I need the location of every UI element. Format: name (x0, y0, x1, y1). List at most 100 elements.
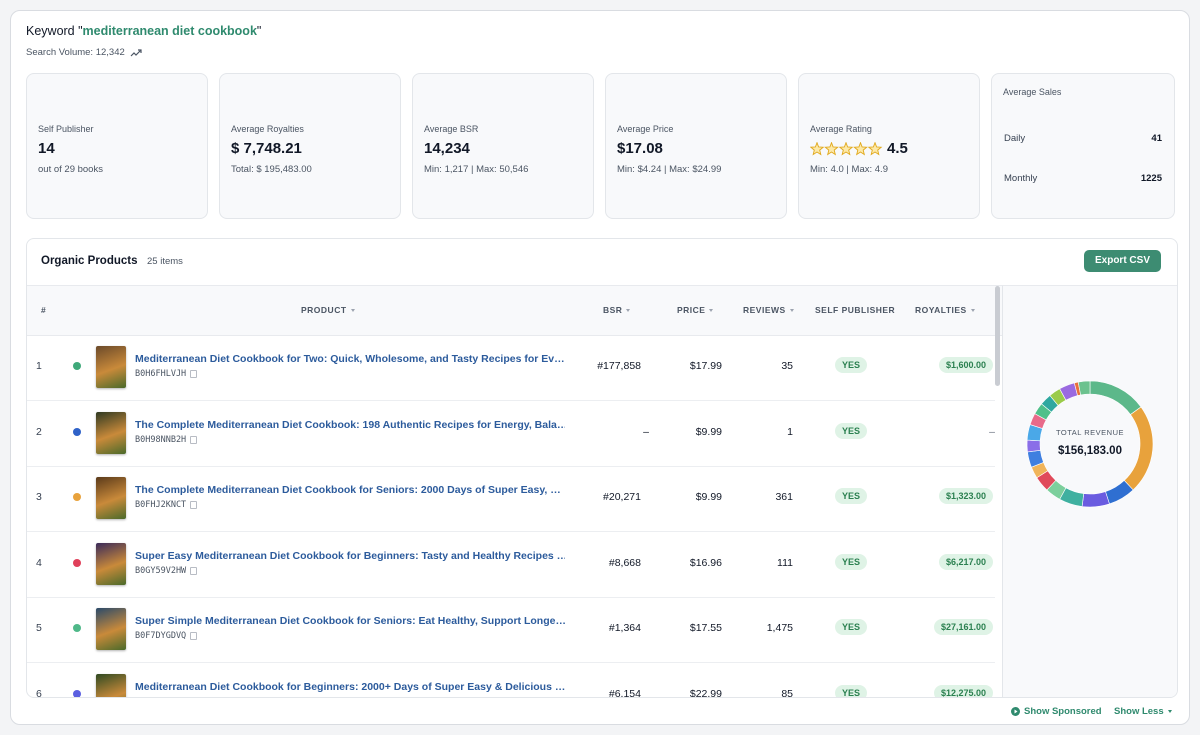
table-row[interactable]: 3 The Complete Mediterranean Diet Cookboo… (27, 466, 995, 532)
product-title[interactable]: Mediterranean Diet Cookbook for Two: Qui… (135, 353, 565, 365)
product-title[interactable]: Mediterranean Diet Cookbook for Beginner… (135, 680, 565, 693)
color-dot (73, 427, 81, 436)
color-dot (73, 558, 81, 567)
table-row[interactable]: 6 Mediterranean Diet Cookbook for Beginne… (27, 663, 995, 699)
export-csv-button[interactable]: Export CSV (1084, 250, 1161, 272)
column-header: SELF PUBLISHER (815, 305, 895, 315)
asin-line: B0F7DYGDVQ (135, 631, 198, 641)
copy-icon[interactable] (190, 435, 198, 444)
column-header[interactable]: REVIEWS (743, 305, 794, 315)
star (810, 141, 825, 156)
stat-value-line: 14 (38, 140, 55, 157)
row-index: 2 (36, 425, 42, 438)
donut-segment[interactable] (1026, 439, 1041, 453)
show-sponsored[interactable]: Show Sponsored (1024, 706, 1102, 717)
asin-line: B0GY59V2HW (135, 565, 198, 576)
star (853, 141, 868, 156)
asin: B0FHJ2KNCT (135, 500, 187, 510)
play-icon (1011, 707, 1020, 716)
stat-value-line: $ 7,748.21 (231, 140, 302, 157)
donut-total: $156,183.00 (1058, 445, 1122, 457)
trend-icon (130, 48, 142, 56)
bsr: #6,154 (608, 687, 641, 698)
row-index: 1 (36, 360, 42, 372)
star (867, 141, 883, 156)
stat-value: $ 7,748.21 (231, 140, 302, 157)
bsr: #20,271 (603, 491, 641, 503)
show-less-link[interactable]: Show Less (1114, 706, 1172, 717)
column-header[interactable]: ROYALTIES (915, 305, 975, 315)
bsr: #177,858 (597, 360, 641, 372)
book-cover (96, 411, 126, 454)
donut-segment[interactable] (1077, 380, 1091, 396)
show-less[interactable]: Show Less (1114, 706, 1164, 717)
show-sponsored-link[interactable]: Show Sponsored (1011, 706, 1102, 717)
product-title[interactable]: Super Easy Mediterranean Diet Cookbook f… (135, 549, 565, 562)
stat-value: $17.08 (617, 140, 663, 157)
reviews: 1 (787, 425, 793, 438)
color-dot (73, 362, 81, 370)
row-index: 5 (36, 622, 42, 634)
asin: B0H6FHLVJH (135, 369, 187, 379)
sales-row-label: Daily (1004, 133, 1026, 144)
self-publisher-badge: YES (835, 488, 868, 504)
table-row[interactable]: 5 Super Simple Mediterranean Diet Cookboo… (27, 597, 995, 663)
asin: B0DYHFQTTC (135, 697, 186, 698)
table-row[interactable]: 2 The Complete Mediterranean Diet Cookboo… (27, 401, 995, 467)
stat-value: 14,234 (424, 140, 470, 157)
stat-value: 4.5 (887, 140, 908, 157)
revenue-sidebar: TOTAL REVENUE $156,183.00 (1002, 285, 1177, 697)
price: $16.96 (689, 556, 722, 569)
asin-line: B0H98NNB2H (135, 434, 198, 445)
copy-icon[interactable] (190, 632, 198, 640)
item-count: 25 items (147, 256, 183, 267)
donut-label: TOTAL REVENUE (1056, 428, 1124, 437)
copy-icon[interactable] (190, 698, 197, 699)
donut-segment[interactable] (1081, 491, 1110, 508)
search-volume-line: Search Volume: 12,342 (26, 47, 142, 58)
asin-line: B0FHJ2KNCT (135, 500, 198, 510)
self-publisher-badge: YES (835, 357, 868, 373)
stat-value-line: $17.08 (617, 140, 663, 157)
asin-line: B0DYHFQTTC (135, 697, 197, 699)
table-row[interactable]: 4 Super Easy Mediterranean Diet Cookbook … (27, 532, 995, 598)
copy-icon[interactable] (190, 370, 198, 378)
row-index: 6 (36, 687, 42, 698)
scrollbar[interactable] (995, 286, 1000, 386)
rating-stars (810, 141, 883, 156)
column-header[interactable]: PRODUCT (301, 305, 355, 315)
reviews: 361 (775, 491, 793, 503)
stat-value-line: 4.5 (810, 140, 908, 157)
donut-segment[interactable] (1123, 406, 1154, 491)
product-title[interactable]: The Complete Mediterranean Diet Cookbook… (135, 418, 565, 431)
product-title[interactable]: Super Simple Mediterranean Diet Cookbook… (135, 615, 565, 627)
reviews: 1,475 (766, 622, 793, 634)
sales-label: Average Sales (1003, 87, 1062, 97)
self-publisher-badge: YES (835, 422, 868, 439)
column-header: # (41, 305, 46, 315)
stat-card: Self Publisher 14 out of 29 books (26, 73, 208, 219)
column-header[interactable]: BSR (603, 305, 631, 315)
color-dot (73, 624, 81, 632)
book-cover (96, 346, 126, 388)
donut-segment[interactable] (1089, 380, 1142, 416)
organic-products: Organic Products 25 items Export CSV # PR… (26, 238, 1178, 698)
asin: B0H98NNB2H (135, 434, 187, 445)
column-header[interactable]: PRICE (677, 305, 714, 315)
keyword-suffix: " (256, 24, 262, 38)
copy-icon[interactable] (190, 501, 198, 509)
book-cover (96, 608, 126, 650)
table-header: # PRODUCT BSR PRICE REVIEWS SELF PUBLISHER ROY… (27, 285, 1002, 336)
price: $9.99 (695, 491, 722, 503)
book-cover (96, 673, 126, 697)
reviews: 85 (781, 687, 793, 698)
search-volume: Search Volume: 12,342 (26, 47, 125, 58)
self-publisher-badge: YES (835, 553, 868, 570)
table-title: Organic Products (41, 255, 138, 267)
table-row[interactable]: 1 Mediterranean Diet Cookbook for Two: Qu… (27, 335, 995, 401)
stat-label: Average Price (617, 124, 674, 134)
book-cover (96, 477, 126, 519)
copy-icon[interactable] (190, 566, 198, 575)
product-title[interactable]: The Complete Mediterranean Diet Cookbook… (135, 484, 561, 496)
asin: B0GY59V2HW (135, 565, 187, 576)
